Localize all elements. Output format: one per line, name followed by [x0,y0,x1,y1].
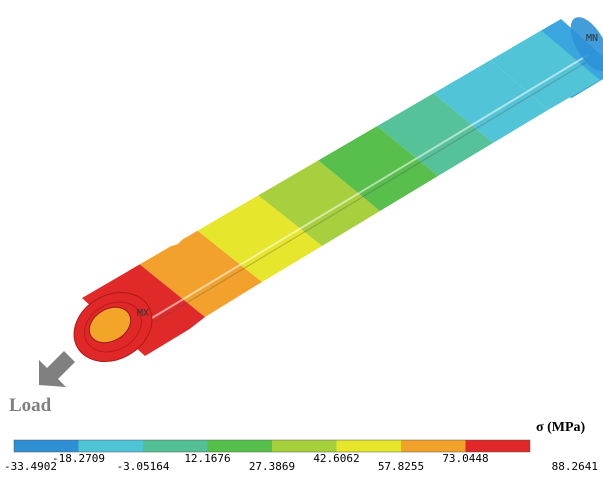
legend-tick-upper-4: 73.0448 [442,452,488,465]
end-cap-ring-edge [84,301,142,353]
max-marker-label: MX [137,308,149,319]
legend-band-3 [143,440,208,452]
contour-band-2 [487,26,600,110]
legend-band-2 [78,440,143,452]
contour-band-3 [372,90,493,176]
legend-tick-lower-5: 88.2641 [552,460,598,473]
legend-band-6 [336,440,401,452]
legend-band-8 [465,440,530,452]
legend-title: σ (MPa) [536,420,586,435]
legend-band-5 [272,440,337,452]
contour-band-7 [138,228,262,317]
tube-shadow-line [154,59,591,323]
legend-tick-upper-1: -18.2709 [52,452,105,465]
legend-tick-upper-3: 42.6062 [313,452,359,465]
load-label: Load [9,395,52,416]
legend-tick-upper-2: 12.1676 [184,452,230,465]
legend: σ (MPa) -33.4902 -3.05164 27.3869 57.8255 88… [4,420,598,473]
legend-bar-frame [13,439,531,453]
legend-tick-lower-2: -3.05164 [117,460,170,473]
contour-band-2b [430,57,548,143]
end-cap-inner-bore [88,306,132,344]
tube-highlight-line [151,54,589,319]
min-marker-label: MN [586,33,598,44]
legend-tick-lower-4: 57.8255 [378,460,424,473]
legend-tick-lower-3: 27.3869 [249,460,295,473]
tube-end-cap [73,292,153,362]
contour-band-6 [194,192,322,282]
load-arrow-icon [39,351,75,387]
legend-ticks: -33.4902 -3.05164 27.3869 57.8255 88.2641 -18… [4,452,598,473]
legend-band-1 [14,440,79,452]
legend-band-4 [207,440,272,452]
legend-band-7 [401,440,466,452]
legend-tick-lower-1: -33.4902 [4,460,57,473]
legend-color-bar [13,439,531,453]
far-end-cap [570,17,603,71]
